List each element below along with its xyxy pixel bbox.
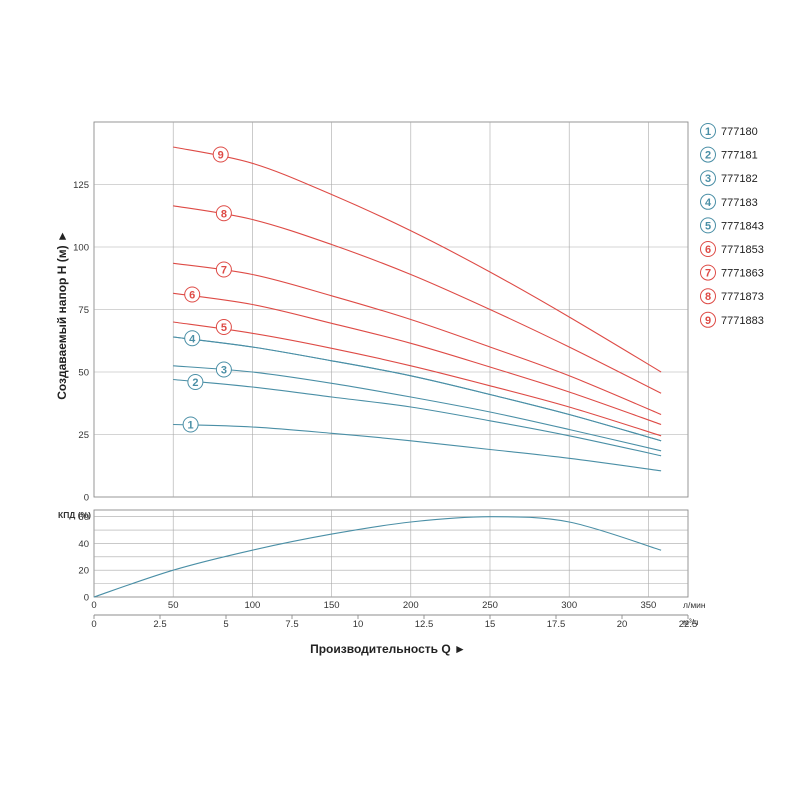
legend-badge-2 (700, 146, 716, 163)
curve-badge-2 (187, 374, 204, 390)
y-tick-label: 100 (73, 243, 89, 254)
legend-badge-7 (700, 264, 716, 281)
legend-badge-number: 6 (705, 244, 711, 256)
x-tick-label-m3h: 0 (91, 619, 96, 630)
x-tick-label-m3h: 17.5 (547, 619, 566, 630)
x-tick-label-lpm: 150 (324, 600, 340, 611)
efficiency-tick-label: 0 (84, 593, 89, 604)
curve-badge-number: 6 (189, 290, 195, 302)
legend-badge-9 (700, 311, 716, 328)
legend-badge-number: 8 (705, 291, 711, 303)
curve-badge-number: 7 (221, 265, 227, 277)
y-tick-label: 125 (73, 180, 89, 191)
x-tick-label-m3h: 10 (353, 619, 364, 630)
legend-badge-number: 3 (705, 173, 711, 185)
legend-item-label: 777180 (721, 126, 758, 138)
y-tick-label: 50 (78, 368, 89, 379)
x-tick-label-m3h: 2.5 (153, 619, 166, 630)
curve-7771883-red (173, 146, 662, 373)
curve-777183-blue (173, 336, 662, 442)
curve-badge-number: 1 (188, 420, 194, 432)
legend-badge-number: 5 (705, 220, 711, 232)
x-tick-label-lpm: 0 (91, 600, 96, 611)
legend-badge-5 (700, 217, 716, 234)
legend-badge-6 (700, 241, 716, 257)
legend-item-label: 7771843 (721, 220, 764, 232)
legend-badge-number: 7 (705, 268, 711, 280)
curve-777182-blue (173, 365, 662, 452)
head-curves (173, 146, 662, 472)
efficiency-plot-frame (93, 509, 689, 598)
y-tick-label: 0 (84, 493, 89, 504)
y-tick-label: 25 (78, 430, 89, 441)
curve-badge-number: 4 (189, 333, 196, 345)
legend-badge-number: 1 (705, 126, 711, 138)
curve-badge-9 (212, 146, 229, 163)
curve-badge-7 (215, 261, 232, 278)
y-axis-title: Создаваемый напор H (м) ► (55, 230, 69, 400)
legend-item-label: 777183 (721, 197, 758, 209)
legend-item-label: 7771883 (721, 315, 764, 327)
efficiency-plot-grid (93, 509, 689, 598)
x-tick-label-lpm: 300 (561, 600, 577, 611)
legend-badge-number: 4 (705, 197, 712, 209)
y-tick-label: 75 (78, 305, 89, 316)
legend-item-label: 777181 (721, 150, 758, 162)
head-plot-grid (93, 121, 689, 498)
x-tick-label-lpm: 200 (403, 600, 419, 611)
curve-7771853-red (173, 292, 662, 426)
curve-777180-blue (173, 423, 662, 472)
curve-badge-4 (184, 330, 201, 347)
curve-7771843-blue (173, 336, 662, 442)
efficiency-tick-label: 40 (78, 539, 89, 550)
curve-badge-6 (184, 286, 201, 303)
x-unit-m3h: м³/ч (683, 617, 698, 627)
curve-badge-8 (215, 205, 232, 222)
curve-7771843-red (173, 321, 662, 437)
legend-badge-number: 2 (705, 150, 711, 162)
efficiency-curve-group (93, 516, 662, 598)
curve-badge-number: 8 (221, 208, 227, 220)
x-unit-lpm: л/мин (683, 600, 706, 610)
curve-badge-number: 9 (218, 150, 224, 162)
x-tick-label-m3h: 20 (617, 619, 628, 630)
curve-7771873-red (173, 205, 662, 394)
x-tick-label-m3h: 5 (223, 619, 228, 630)
efficiency-tick-label: 20 (78, 566, 89, 577)
x-tick-label-lpm: 100 (244, 600, 260, 611)
efficiency-curve (93, 516, 662, 598)
efficiency-tick-label: 60 (78, 512, 89, 523)
legend-item-label: 7771853 (721, 244, 764, 256)
x-axis-title: Производительность Q ► (310, 642, 466, 656)
legend-badge-number: 9 (705, 315, 711, 327)
x-tick-label-m3h: 7.5 (285, 619, 298, 630)
x-tick-label-m3h: 15 (485, 619, 496, 630)
efficiency-axis-title: КПД (%) (58, 510, 91, 520)
x-tick-label-lpm: 250 (482, 600, 498, 611)
x-tick-label-m3h: 12.5 (415, 619, 434, 630)
curve-badge-number: 3 (221, 365, 227, 377)
curve-number-badges: 1 2 3 4 5 6 7 8 9 (182, 146, 232, 433)
legend-badge-8 (700, 288, 716, 305)
curve-badge-3 (215, 361, 232, 378)
x-tick-label-lpm: 350 (640, 600, 656, 611)
legend-badge-1 (700, 123, 716, 139)
curve-badge-1 (182, 416, 199, 433)
x-tick-label-m3h: 22.5 (679, 619, 698, 630)
legend-item-label: 777182 (721, 173, 758, 185)
legend-item-label: 7771873 (721, 291, 764, 303)
legend-badge-4 (700, 193, 716, 210)
x-tick-label-lpm: 50 (168, 600, 179, 611)
curve-badge-number: 2 (192, 377, 198, 389)
legend-item-label: 7771863 (721, 268, 764, 280)
curve-badge-number: 5 (221, 322, 227, 334)
curve-7771863-red (173, 262, 662, 416)
legend-badge-3 (700, 170, 716, 187)
curve-badge-5 (215, 319, 232, 335)
curve-777181-blue (173, 378, 662, 457)
